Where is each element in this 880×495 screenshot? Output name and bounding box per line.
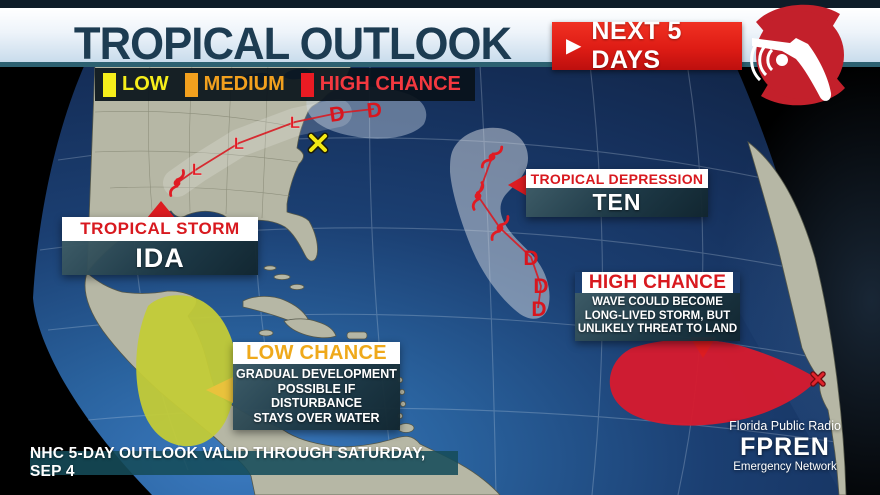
branding-line2: Emergency Network	[733, 460, 837, 473]
high-swatch-icon	[300, 72, 314, 97]
legend-item-medium: MEDIUM	[184, 72, 285, 97]
medium-swatch-icon	[184, 72, 198, 97]
disturbance-x-icon	[307, 132, 329, 154]
low-chance-area	[136, 295, 237, 447]
low-pressure-marker: L	[290, 113, 300, 132]
banner-label: NEXT 5 DAYS	[591, 17, 682, 74]
td-ten-cone	[450, 127, 550, 319]
bahamas	[263, 265, 305, 290]
ida-kicker: TROPICAL STORM	[62, 217, 258, 241]
africa	[747, 140, 847, 495]
depression-marker: D	[523, 247, 538, 270]
low-pressure-marker: L	[234, 134, 244, 153]
depression-marker: D	[328, 102, 346, 127]
legend-low-label: LOW	[122, 73, 169, 95]
high-chance-area	[609, 339, 818, 426]
ten-name: TEN	[526, 188, 708, 217]
radar-dot	[776, 54, 788, 66]
legend-item-low: LOW	[103, 72, 169, 97]
validity-bar: NHC 5-DAY OUTLOOK VALID THROUGH SATURDAY…	[30, 445, 458, 480]
page-title: TROPICAL OUTLOOK	[73, 18, 512, 69]
high-chance-text: WAVE COULD BECOME LONG-LIVED STORM, BUT …	[575, 293, 740, 341]
top-strip	[0, 0, 880, 8]
fpren-hurricane-logo	[750, 4, 845, 106]
ida-track: L L L D D	[169, 98, 383, 197]
ida-callout: TROPICAL STORM IDA	[62, 217, 258, 275]
low-chance-pointer-icon	[206, 377, 233, 403]
ten-track: D D D	[467, 141, 549, 321]
low-chance-text: GRADUAL DEVELOPMENT POSSIBLE IF DISTURBA…	[233, 364, 400, 430]
fpren-branding: Florida Public Radio FPREN Emergency Net…	[722, 420, 848, 473]
ten-pointer-icon	[508, 174, 527, 196]
puerto-rico	[346, 331, 368, 340]
next-5-days-banner: ▶ NEXT 5 DAYS	[552, 17, 742, 74]
legend-item-high: HIGH CHANCE	[300, 72, 461, 97]
ida-name: IDA	[62, 241, 258, 275]
low-chance-title: LOW CHANCE	[233, 342, 400, 364]
header-divider	[0, 62, 880, 67]
branding-line1: Florida Public Radio	[729, 419, 841, 433]
chance-legend: LOW MEDIUM HIGH CHANCE	[95, 68, 475, 101]
branding-acronym: FPREN	[740, 432, 830, 461]
low-chance-callout: LOW CHANCE GRADUAL DEVELOPMENT POSSIBLE …	[233, 342, 400, 430]
low-pressure-marker: L	[192, 160, 202, 179]
high-chance-title: HIGH CHANCE	[582, 272, 733, 293]
depression-marker: D	[533, 275, 548, 298]
florida-silhouette	[752, 38, 832, 101]
wave-x-icon	[810, 371, 826, 387]
low-swatch-icon	[103, 72, 116, 97]
high-chance-callout: HIGH CHANCE WAVE COULD BECOME LONG-LIVED…	[575, 272, 740, 341]
ten-kicker: TROPICAL DEPRESSION	[526, 169, 708, 188]
radar-arcs	[750, 38, 774, 82]
depression-marker: D	[366, 98, 383, 122]
depression-marker: D	[531, 298, 546, 321]
play-triangle-icon: ▶	[566, 35, 582, 57]
high-chance-pointer-icon	[690, 337, 716, 358]
hispaniola	[283, 318, 337, 339]
ida-pointer-icon	[147, 201, 175, 218]
jamaica	[258, 329, 274, 337]
legend-high-label: HIGH CHANCE	[319, 73, 461, 95]
legend-medium-label: MEDIUM	[203, 73, 285, 95]
cuba	[242, 295, 309, 322]
ten-callout: TROPICAL DEPRESSION TEN	[526, 169, 708, 217]
